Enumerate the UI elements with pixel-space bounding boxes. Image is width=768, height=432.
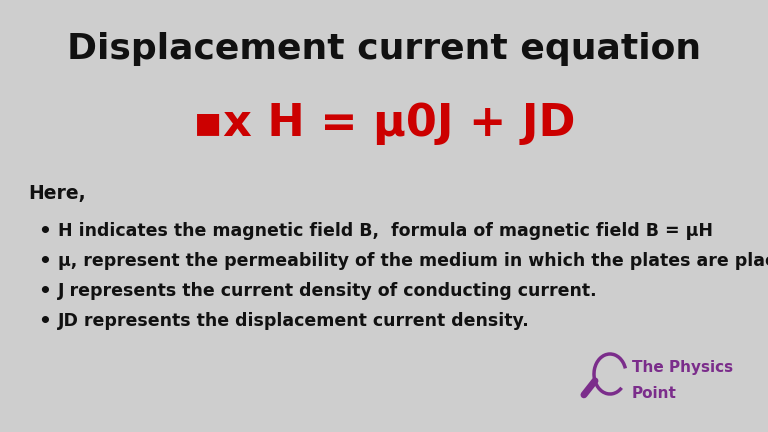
Text: H indicates the magnetic field B,  formula of magnetic field B = μH: H indicates the magnetic field B, formul… [58,222,713,240]
Text: ▪x H = μ0J + JD: ▪x H = μ0J + JD [193,102,575,145]
Text: Displacement current equation: Displacement current equation [67,32,701,66]
Text: •: • [38,222,51,241]
Text: Here,: Here, [28,184,85,203]
Text: Point: Point [632,386,677,401]
Text: •: • [38,312,51,331]
Text: •: • [38,252,51,271]
Text: μ, represent the permeability of the medium in which the plates are placed.: μ, represent the permeability of the med… [58,252,768,270]
Text: •: • [38,282,51,301]
Text: The Physics: The Physics [632,360,733,375]
Text: JD represents the displacement current density.: JD represents the displacement current d… [58,312,530,330]
Text: J represents the current density of conducting current.: J represents the current density of cond… [58,282,598,300]
